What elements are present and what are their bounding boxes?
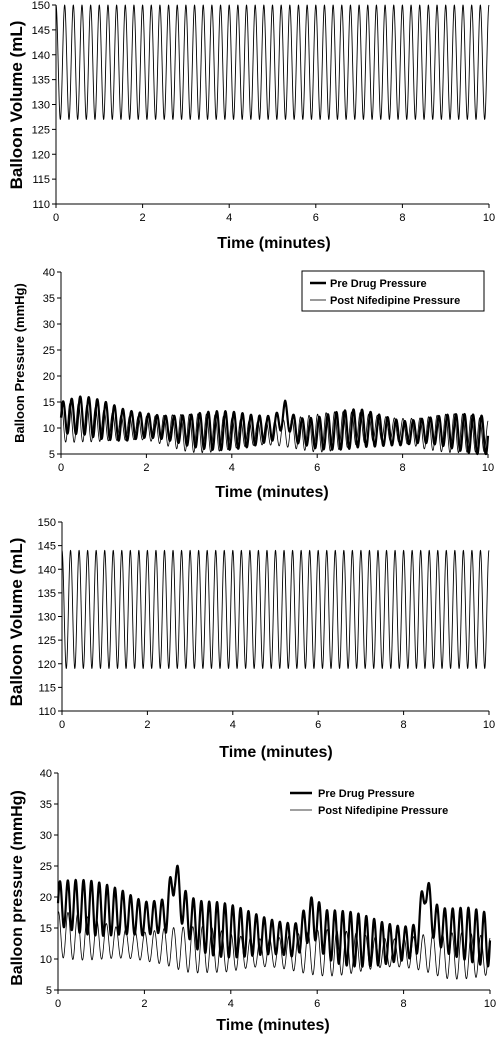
x-tick-label: 4 bbox=[230, 719, 236, 731]
y-tick-label: 40 bbox=[40, 768, 52, 780]
y-tick-label: 150 bbox=[38, 517, 56, 529]
y-tick-label: 140 bbox=[38, 564, 56, 576]
x-tick-label: 8 bbox=[401, 719, 407, 731]
y-tick-label: 145 bbox=[32, 25, 50, 37]
x-axis-label: Time (minutes) bbox=[215, 484, 329, 501]
x-axis-label: Time (minutes) bbox=[219, 744, 333, 761]
y-tick-label: 20 bbox=[40, 892, 52, 904]
x-tick-label: 2 bbox=[144, 719, 150, 731]
y-tick-label: 40 bbox=[43, 267, 55, 279]
y-tick-label: 10 bbox=[43, 423, 55, 435]
y-tick-label: 115 bbox=[38, 682, 56, 694]
y-tick-label: 5 bbox=[46, 985, 52, 997]
y-axis-label: Balloon pressure (mmHg) bbox=[9, 790, 26, 986]
y-tick-label: 115 bbox=[32, 174, 50, 186]
x-tick-label: 10 bbox=[483, 212, 495, 224]
series-line-post-nifedipine-pressure bbox=[57, 911, 491, 980]
series-line-pre-drug-pressure bbox=[59, 395, 490, 456]
x-tick-label: 4 bbox=[226, 212, 232, 224]
legend: Pre Drug Pressure Post Nifedipine Pressu… bbox=[301, 270, 485, 312]
y-tick-label: 150 bbox=[32, 0, 50, 12]
legend-label-pre: Pre Drug Pressure bbox=[330, 278, 427, 290]
x-tick-label: 0 bbox=[55, 998, 61, 1010]
y-tick-label: 5 bbox=[49, 449, 55, 461]
x-tick-label: 8 bbox=[399, 212, 405, 224]
x-tick-label: 0 bbox=[58, 462, 64, 474]
x-tick-label: 6 bbox=[315, 719, 321, 731]
y-tick-label: 15 bbox=[43, 397, 55, 409]
x-axis-label: Time (minutes) bbox=[217, 235, 331, 252]
x-axis-label: Time (minutes) bbox=[216, 1017, 330, 1034]
x-tick-label: 0 bbox=[53, 212, 59, 224]
y-tick-label: 130 bbox=[32, 100, 50, 112]
y-tick-label: 145 bbox=[38, 541, 56, 553]
x-tick-label: 4 bbox=[229, 462, 235, 474]
y-tick-label: 120 bbox=[32, 149, 50, 161]
x-tick-label: 4 bbox=[228, 998, 234, 1010]
x-tick-label: 6 bbox=[314, 462, 320, 474]
chart-panel-1: Balloon Volume (mL) Time (minutes) 110 11… bbox=[7, 0, 495, 252]
x-tick-label: 0 bbox=[59, 719, 65, 731]
y-tick-label: 125 bbox=[38, 635, 56, 647]
y-tick-label: 120 bbox=[38, 659, 56, 671]
series-line-pre-drug-pressure bbox=[56, 864, 492, 968]
x-tick-label: 8 bbox=[400, 462, 406, 474]
series-line-post-nifedipine-pressure bbox=[60, 402, 489, 454]
y-tick-label: 130 bbox=[38, 612, 56, 624]
x-tick-label: 10 bbox=[482, 462, 494, 474]
legend-label-post: Post Nifedipine Pressure bbox=[330, 295, 460, 307]
y-tick-label: 140 bbox=[32, 50, 50, 62]
y-tick-label: 110 bbox=[32, 199, 50, 211]
y-tick-label: 10 bbox=[40, 954, 52, 966]
legend-box bbox=[301, 270, 485, 312]
y-tick-label: 135 bbox=[32, 75, 50, 87]
x-tick-label: 8 bbox=[401, 998, 407, 1010]
chart-panel-2: Balloon Pressure (mmHg) Time (minutes) P… bbox=[12, 267, 494, 501]
y-tick-label: 110 bbox=[38, 706, 56, 718]
y-tick-label: 20 bbox=[43, 371, 55, 383]
legend-label-post: Post Nifedipine Pressure bbox=[318, 805, 448, 817]
series-line-volume bbox=[61, 549, 490, 669]
chart-panel-3: Balloon Volume (mL) Time (minutes) 110 11… bbox=[7, 517, 495, 761]
y-tick-label: 35 bbox=[43, 293, 55, 305]
x-tick-label: 2 bbox=[143, 462, 149, 474]
y-tick-label: 25 bbox=[43, 345, 55, 357]
y-tick-label: 15 bbox=[40, 923, 52, 935]
x-tick-label: 10 bbox=[484, 998, 496, 1010]
x-tick-label: 2 bbox=[140, 212, 146, 224]
y-axis-label: Balloon Volume (mL) bbox=[7, 538, 26, 707]
x-tick-label: 6 bbox=[314, 998, 320, 1010]
y-tick-label: 135 bbox=[38, 588, 56, 600]
legend: Pre Drug Pressure Post Nifedipine Pressu… bbox=[290, 788, 448, 817]
y-tick-label: 30 bbox=[40, 830, 52, 842]
y-axis-label: Balloon Pressure (mmHg) bbox=[12, 283, 27, 443]
chart-panel-4: Balloon pressure (mmHg) Time (minutes) P… bbox=[9, 768, 496, 1034]
series-line-volume bbox=[55, 4, 490, 120]
y-tick-label: 125 bbox=[32, 124, 50, 136]
y-tick-label: 25 bbox=[40, 861, 52, 873]
x-tick-label: 10 bbox=[483, 719, 495, 731]
y-axis-label: Balloon Volume (mL) bbox=[7, 21, 26, 190]
x-tick-label: 2 bbox=[141, 998, 147, 1010]
x-tick-label: 6 bbox=[313, 212, 319, 224]
legend-label-pre: Pre Drug Pressure bbox=[318, 788, 415, 800]
y-tick-label: 30 bbox=[43, 319, 55, 331]
y-tick-label: 35 bbox=[40, 799, 52, 811]
